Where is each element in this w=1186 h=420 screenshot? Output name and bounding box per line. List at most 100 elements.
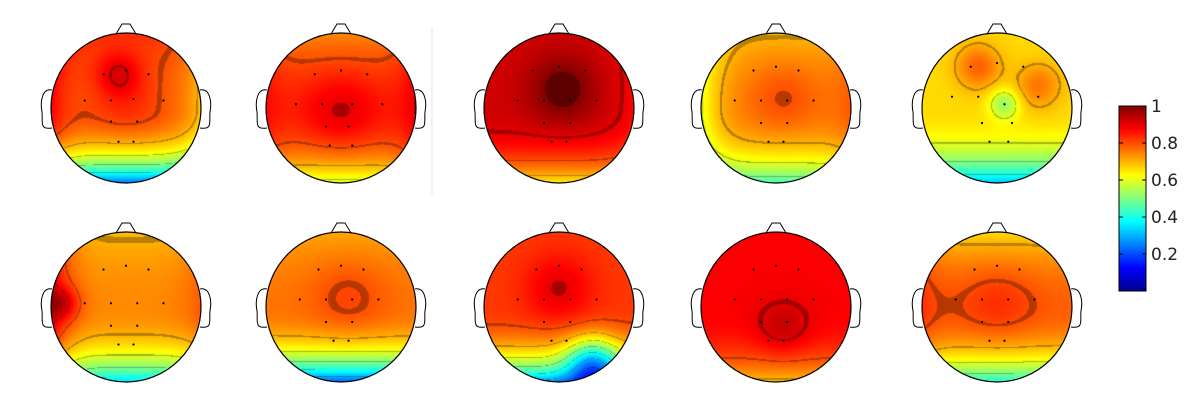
left-ear-outline — [40, 89, 53, 129]
electrode-marker — [797, 69, 800, 72]
colorbar-tick-label: 0.4 — [1151, 208, 1178, 228]
electrode-marker — [136, 302, 139, 305]
electrode-marker — [328, 144, 331, 147]
colorbar-tick-label: 0.2 — [1151, 245, 1178, 265]
electrode-marker — [102, 73, 105, 76]
head-outline — [700, 231, 852, 383]
electrode-marker — [83, 99, 86, 102]
electrode-marker — [584, 69, 587, 72]
head-outline — [50, 231, 202, 383]
nose-outline — [330, 222, 352, 234]
electrode-marker — [324, 125, 328, 128]
electrode-marker — [786, 99, 789, 102]
electrode-marker — [339, 69, 343, 72]
head-outline — [700, 32, 852, 184]
electrode-marker — [535, 268, 538, 271]
electrode-marker — [988, 140, 991, 143]
electrode-marker — [1003, 339, 1006, 342]
right-ear-outline — [1070, 288, 1083, 328]
head-outline — [265, 231, 417, 383]
head-outline — [483, 32, 635, 184]
nose-outline — [330, 23, 352, 35]
electrode-marker — [1007, 298, 1010, 301]
electrode-marker — [759, 99, 763, 102]
colorbar-tick-label: 1 — [1151, 97, 1162, 117]
right-ear-outline — [199, 89, 212, 129]
electrode-marker — [557, 264, 561, 267]
electrode-marker — [351, 144, 354, 147]
electrode-marker — [595, 99, 598, 102]
electrode-marker — [782, 140, 785, 143]
electrode-marker — [954, 298, 957, 301]
electrode-marker — [995, 61, 999, 65]
left-ear-outline — [911, 89, 924, 129]
electrode-marker — [542, 99, 546, 102]
electrode-marker — [351, 320, 354, 324]
electrode-marker — [351, 298, 354, 301]
electrode-marker — [102, 268, 105, 271]
electrode-marker — [550, 140, 553, 143]
electrode-marker — [569, 320, 572, 324]
colorbar-ticks: 1 0.8 0.6 0.4 0.2 — [1119, 97, 1178, 265]
electrode-marker — [774, 65, 778, 68]
electrode-marker — [1003, 103, 1006, 106]
electrode-marker — [812, 99, 815, 102]
electrode-marker — [786, 121, 789, 125]
electrode-marker — [298, 298, 301, 301]
electrode-marker — [117, 343, 120, 346]
topomap-r2c3 — [473, 222, 645, 383]
scalp-heatmap — [922, 33, 1072, 183]
nose-outline — [548, 23, 570, 35]
left-ear-outline — [690, 288, 703, 328]
electrode-marker — [569, 121, 572, 125]
electrode-marker — [136, 324, 139, 327]
nose-outline — [765, 222, 787, 234]
electrode-marker — [366, 73, 369, 76]
scalp-heatmap — [51, 232, 201, 382]
left-ear-outline — [40, 288, 53, 328]
electrode-marker — [294, 103, 298, 106]
scalp-heatmap — [922, 232, 1072, 382]
electrode-marker — [1007, 140, 1010, 143]
scalp-heatmap — [484, 232, 634, 382]
electrode-marker — [324, 298, 328, 301]
electrode-marker — [313, 73, 316, 76]
electrode-marker — [516, 99, 519, 102]
topomap-r1c1 — [40, 23, 212, 184]
colorbar-tick-label: 0.6 — [1151, 171, 1178, 191]
electrode-marker — [109, 324, 113, 327]
electrode-marker — [362, 268, 365, 271]
electrode-marker — [980, 121, 984, 125]
left-ear-outline — [473, 288, 486, 328]
electrode-marker — [321, 103, 324, 106]
left-ear-outline — [911, 288, 924, 328]
electrode-marker — [752, 69, 755, 72]
electrode-marker — [550, 339, 553, 342]
electrode-marker — [1010, 121, 1014, 125]
electrode-marker — [980, 298, 984, 301]
electrode-marker — [950, 95, 954, 98]
colorbar-tick-label: 0.8 — [1151, 134, 1178, 154]
electrode-marker — [969, 65, 972, 68]
topomap-r1c5 — [911, 23, 1083, 184]
head-outline — [483, 231, 635, 383]
right-ear-outline — [632, 288, 645, 328]
electrode-marker — [759, 298, 763, 301]
electrode-marker — [797, 268, 800, 271]
scalp-heatmap — [701, 33, 851, 183]
electrode-marker — [516, 298, 519, 301]
left-ear-outline — [255, 89, 268, 129]
electrode-marker — [733, 298, 736, 301]
electrode-marker — [531, 69, 534, 72]
electrode-marker — [542, 320, 546, 324]
electrode-marker — [557, 65, 561, 68]
electrode-marker — [1022, 65, 1025, 68]
topomap-r1c4 — [690, 23, 862, 184]
nose-outline — [115, 222, 137, 234]
scalp-heatmap — [484, 33, 634, 183]
electrode-marker — [124, 69, 128, 72]
electrode-marker — [988, 339, 991, 342]
electrode-marker — [162, 99, 165, 102]
electrode-marker — [109, 120, 113, 123]
electrode-marker — [759, 121, 763, 125]
